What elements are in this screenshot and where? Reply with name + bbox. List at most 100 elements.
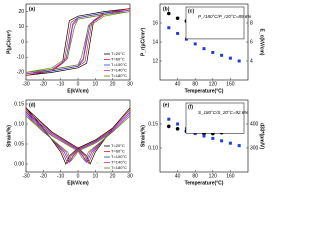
x-tick-label: -20	[40, 81, 47, 87]
x-tick-label: 20	[110, 81, 116, 87]
y-tick-label: 16	[152, 20, 158, 26]
x-tick-label: -20	[40, 173, 47, 179]
y2-tick-label: 6	[250, 39, 253, 45]
y-tick-label: 0.10	[148, 145, 158, 151]
y-axis-label: Strain(%)	[140, 125, 146, 147]
x-tick-label: 80	[192, 81, 198, 87]
point	[237, 144, 241, 148]
y-tick-label: 0	[21, 39, 24, 45]
legend-label: T=60°C	[111, 57, 125, 62]
loop-line	[25, 111, 131, 164]
point	[211, 136, 215, 140]
loop-line	[25, 107, 131, 165]
panel-label: (b)	[163, 6, 170, 12]
y2-tick-label: 4	[250, 58, 253, 64]
y-tick-label: 0.15	[14, 101, 24, 107]
x-tick-label: 80	[192, 173, 198, 179]
y-tick-label: 14	[152, 39, 158, 45]
point	[176, 31, 180, 35]
x-tick-label: 0	[77, 173, 80, 179]
point	[202, 47, 206, 51]
y2-tick-label: 300	[250, 145, 259, 151]
y-tick-label: -20	[17, 70, 24, 76]
legend-label: T=140°C	[111, 68, 127, 73]
inset-label: (f)	[188, 104, 193, 110]
inset-frame	[185, 6, 245, 40]
x-tick-label: 120	[209, 173, 218, 179]
x-tick-label: 120	[209, 81, 218, 87]
x-tick-label: -30	[22, 173, 29, 179]
x-tick-label: -10	[57, 81, 64, 87]
x-tick-label: 160	[226, 81, 235, 87]
point	[220, 53, 224, 57]
legend-label: T=140°C	[111, 160, 127, 165]
loop-line	[25, 115, 131, 162]
x-tick-label: -10	[57, 173, 64, 179]
y2-tick-label: 8	[250, 20, 253, 26]
y-tick-label: 12	[152, 58, 158, 64]
x-axis-label: E(kV/cm)	[67, 180, 89, 186]
x-tick-label: 160	[226, 173, 235, 179]
x-tick-label: 30	[127, 81, 133, 87]
x-tick-label: 40	[175, 173, 181, 179]
point	[167, 11, 171, 16]
y-tick-label: 20	[18, 9, 24, 15]
annotation: S_180°C/S_20°C=92.6%	[198, 110, 248, 115]
inset-label: (c)	[188, 8, 194, 14]
x-axis-label: Temperature(°C)	[185, 88, 224, 94]
x-axis-label: Temperature(°C)	[185, 180, 224, 186]
y-tick-label: 0.10	[14, 121, 24, 127]
legend-label: T=100°C	[111, 62, 127, 67]
legend-label: T=60°C	[111, 149, 125, 154]
y-tick-label: 10	[18, 24, 24, 30]
y-tick-label: -10	[17, 55, 24, 61]
plot-frame	[159, 99, 249, 173]
point	[175, 16, 180, 21]
point	[167, 26, 171, 30]
legend-label: T=180°C	[111, 73, 127, 78]
x-tick-label: 30	[127, 173, 133, 179]
y2-tick-label: 400	[250, 121, 259, 127]
legend-label: T=180°C	[111, 165, 127, 170]
point	[211, 50, 215, 54]
legend-label: T=20°C	[111, 51, 125, 56]
figure: -30 -20 -10 0 10 20 30 -20 -10 0 10 20 E(kV/cm) P(μC/…	[6, 3, 265, 186]
legend-label: T=20°C	[111, 143, 125, 148]
point	[193, 42, 197, 46]
loop-line	[25, 109, 131, 165]
x-tick-label: 0	[77, 81, 80, 87]
point	[228, 56, 232, 60]
panel-label: (d)	[29, 102, 36, 108]
loop-line	[25, 11, 131, 73]
y-axis-label: P(μC/cm²)	[6, 30, 12, 54]
y-tick-label: 0.05	[14, 141, 24, 147]
point	[167, 117, 171, 121]
inset-frame	[185, 102, 245, 134]
legend-label: T=100°C	[111, 154, 127, 159]
y-axis-label: Strain(%)	[6, 125, 12, 147]
x-tick-label: 40	[175, 81, 181, 87]
x-tick-label: 10	[93, 81, 99, 87]
y-tick-label: 0.00	[14, 161, 24, 167]
panel-label: (e)	[163, 102, 169, 108]
y2-axis-label: d33*(pm/V)	[259, 123, 265, 149]
panel-label: (a)	[29, 6, 35, 12]
point	[202, 134, 206, 138]
point	[175, 127, 180, 131]
x-tick-label: 10	[93, 173, 99, 179]
x-axis-label: E(kV/cm)	[67, 88, 89, 94]
x-tick-label: 20	[110, 173, 116, 179]
point	[220, 139, 224, 143]
loop-line	[25, 8, 131, 76]
y-tick-label: 0.15	[148, 121, 158, 127]
point	[228, 141, 232, 145]
x-tick-label: -30	[22, 81, 29, 87]
y2-axis-label: E_c(kV/cm)	[259, 29, 265, 56]
annotation: P_r180°C/P_r20°C=89.6%	[198, 14, 251, 19]
point	[167, 124, 171, 129]
point	[176, 122, 180, 126]
loop-line	[25, 113, 131, 163]
point	[193, 132, 197, 136]
point	[237, 59, 241, 63]
y-axis-label: P_r(μC/cm²)	[140, 27, 146, 56]
